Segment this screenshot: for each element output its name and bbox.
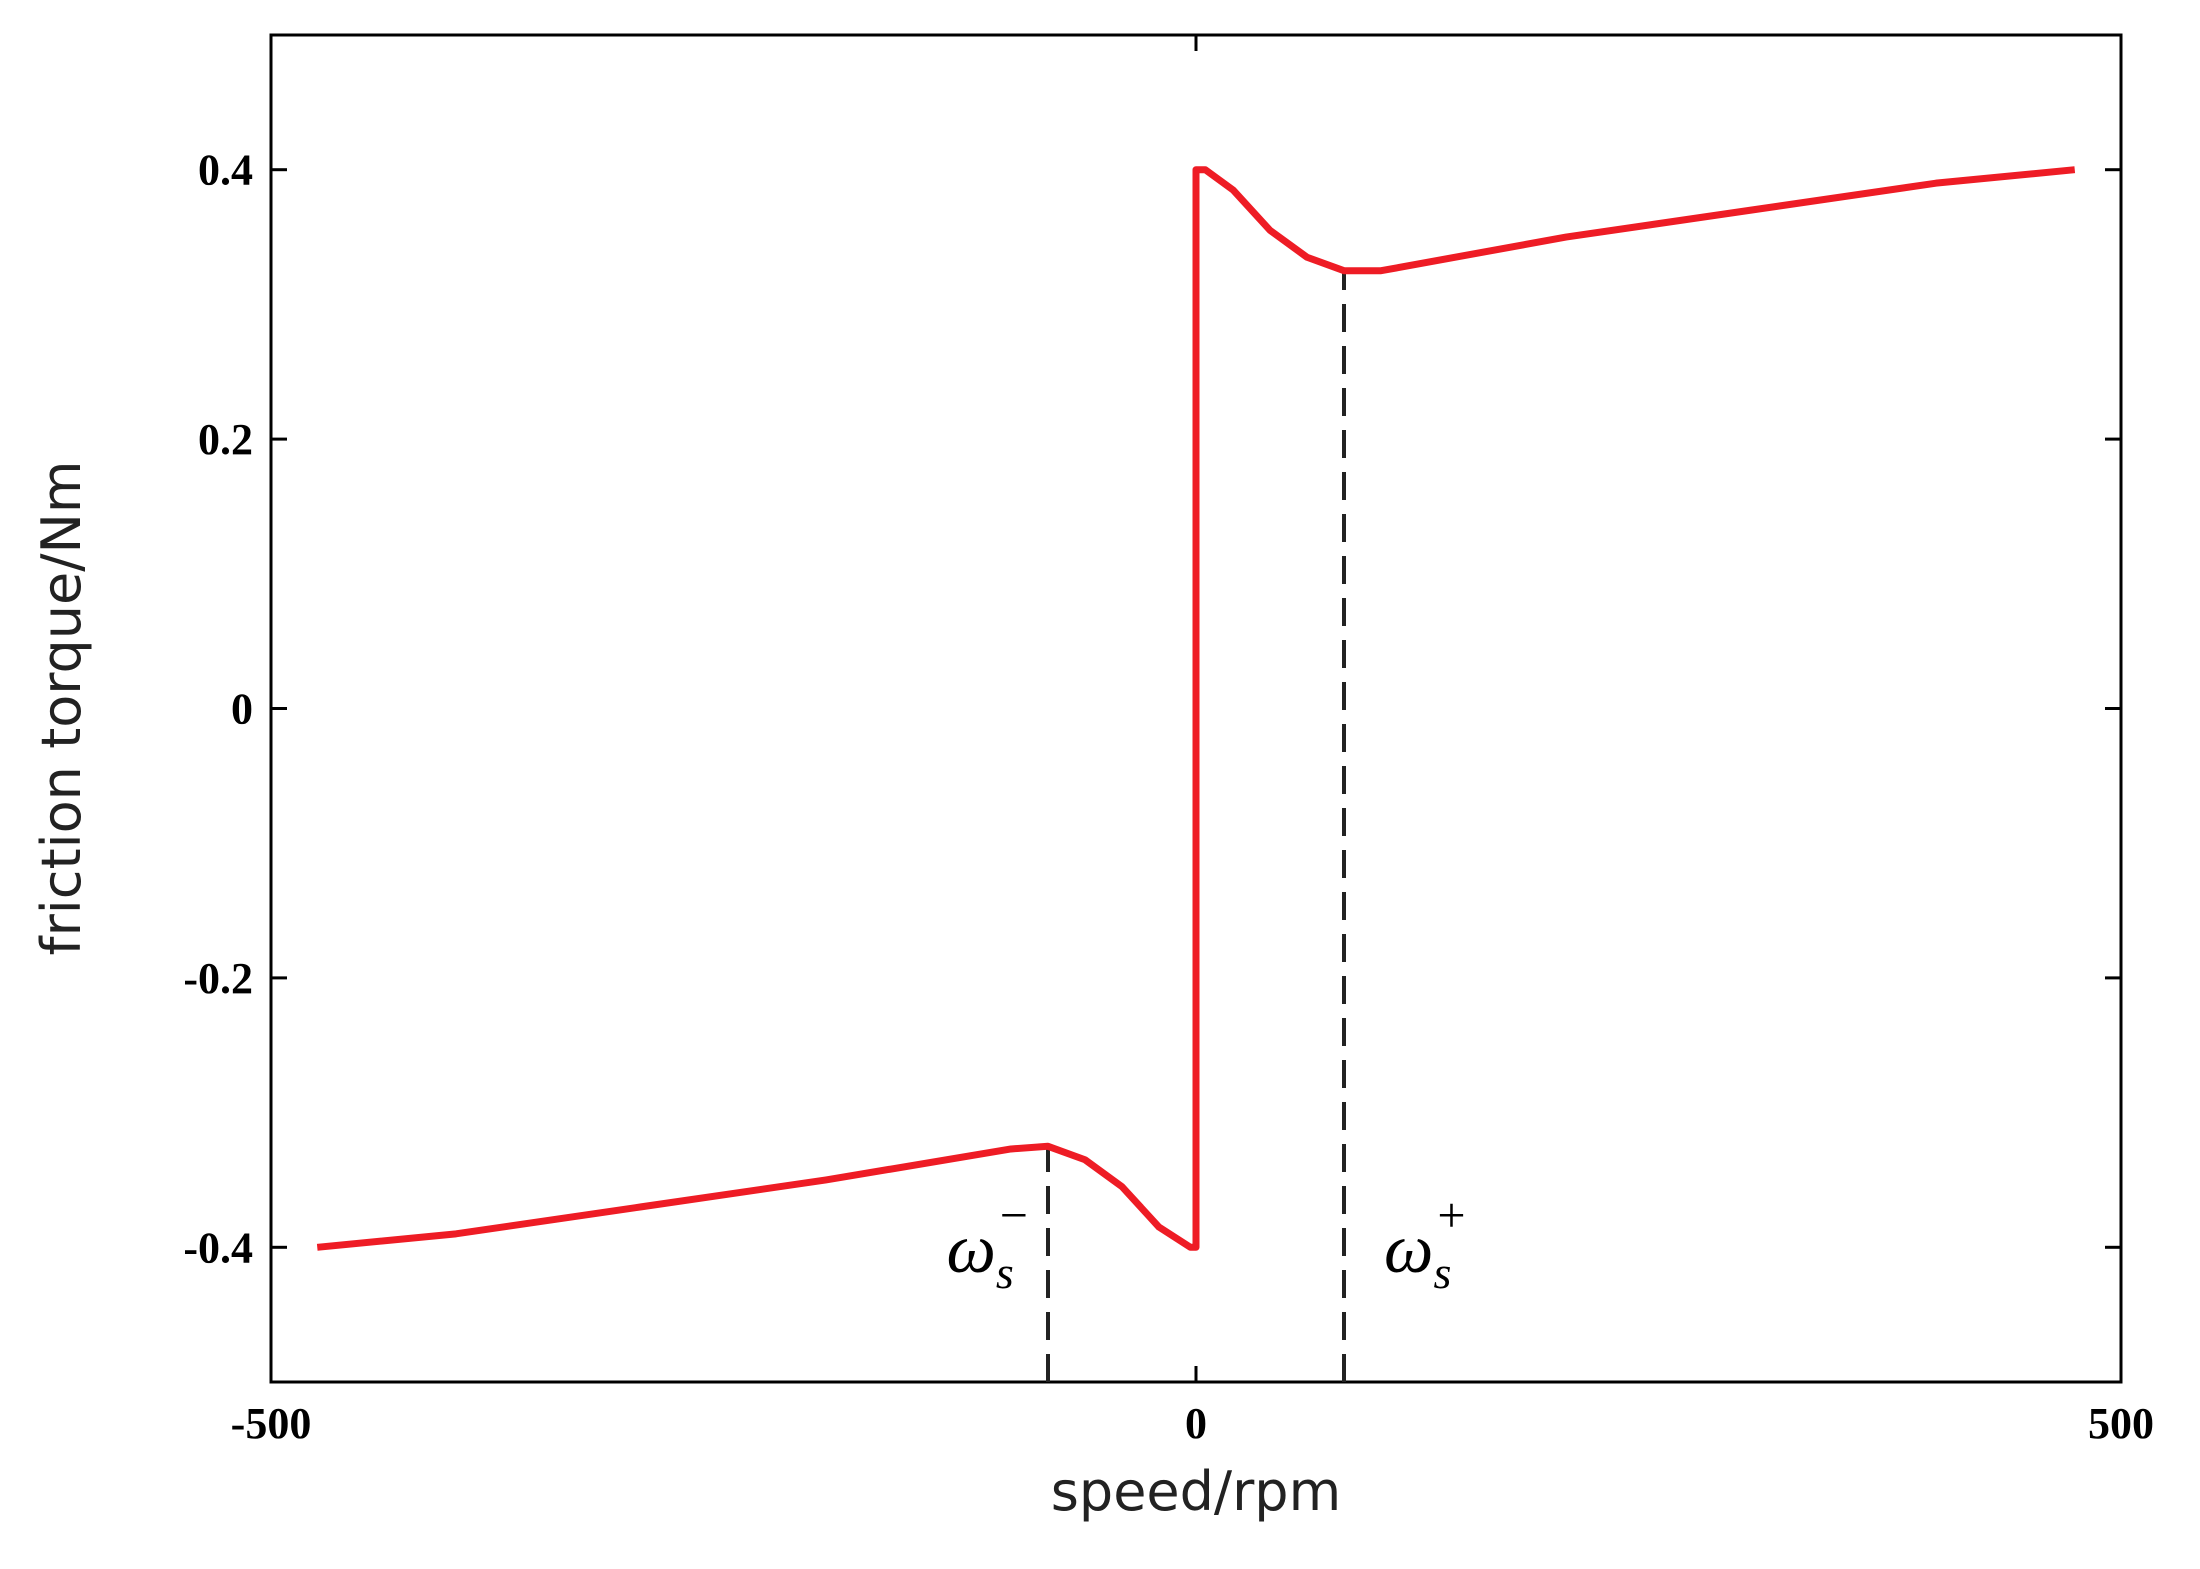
marker-label: ωs+: [1384, 1187, 1466, 1298]
y-tick-label: -0.2: [183, 954, 253, 1003]
marker-sup: +: [1437, 1187, 1465, 1243]
x-tick-label: 0: [1185, 1399, 1207, 1448]
y-tick-label: 0.4: [198, 146, 253, 195]
x-tick-label: 500: [2088, 1399, 2154, 1448]
marker-sub: s: [1433, 1247, 1451, 1298]
y-tick-label: 0: [231, 685, 253, 734]
marker-symbol: ω: [1384, 1211, 1433, 1288]
marker-symbol: ω: [946, 1211, 995, 1288]
x-axis-label: speed/rpm: [1051, 1460, 1341, 1523]
y-tick-label: 0.2: [198, 415, 253, 464]
data-line: [316, 166, 2076, 1251]
marker-sub: s: [996, 1247, 1014, 1298]
marker-sup: −: [1000, 1187, 1028, 1243]
x-tick-label: -500: [231, 1399, 312, 1448]
y-axis-label: friction torque/Nm: [30, 461, 93, 956]
y-tick-label: -0.4: [183, 1223, 253, 1272]
marker-label: ωs−: [946, 1187, 1028, 1298]
